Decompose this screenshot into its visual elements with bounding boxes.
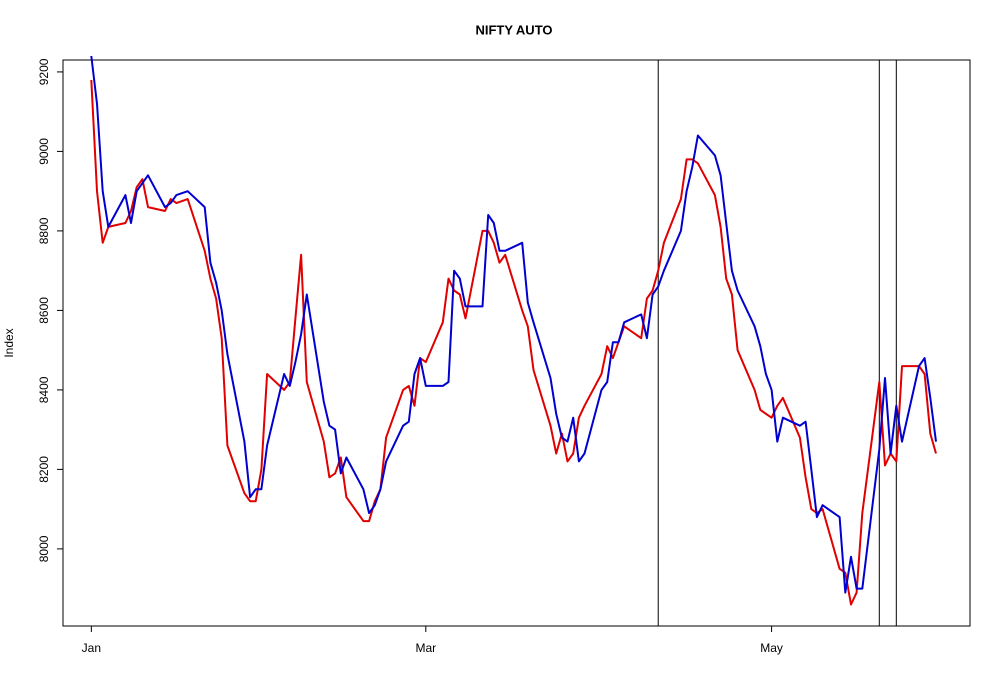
y-tick-label: 8600 [37,297,51,324]
x-tick-label: Mar [415,641,436,655]
y-tick-label: 9000 [37,138,51,165]
y-tick-label: 8400 [37,376,51,403]
y-tick-label: 8000 [37,535,51,562]
x-tick-label: Jan [82,641,101,655]
series-line [90,55,937,594]
chart-title: NIFTY AUTO [475,22,552,37]
y-tick-label: 9200 [37,58,51,85]
series-line [90,79,937,606]
x-tick-label: May [760,641,783,655]
y-axis-label: Index [2,328,16,357]
y-tick-label: 8800 [37,217,51,244]
y-tick-label: 8200 [37,456,51,483]
plot-frame [62,59,971,627]
